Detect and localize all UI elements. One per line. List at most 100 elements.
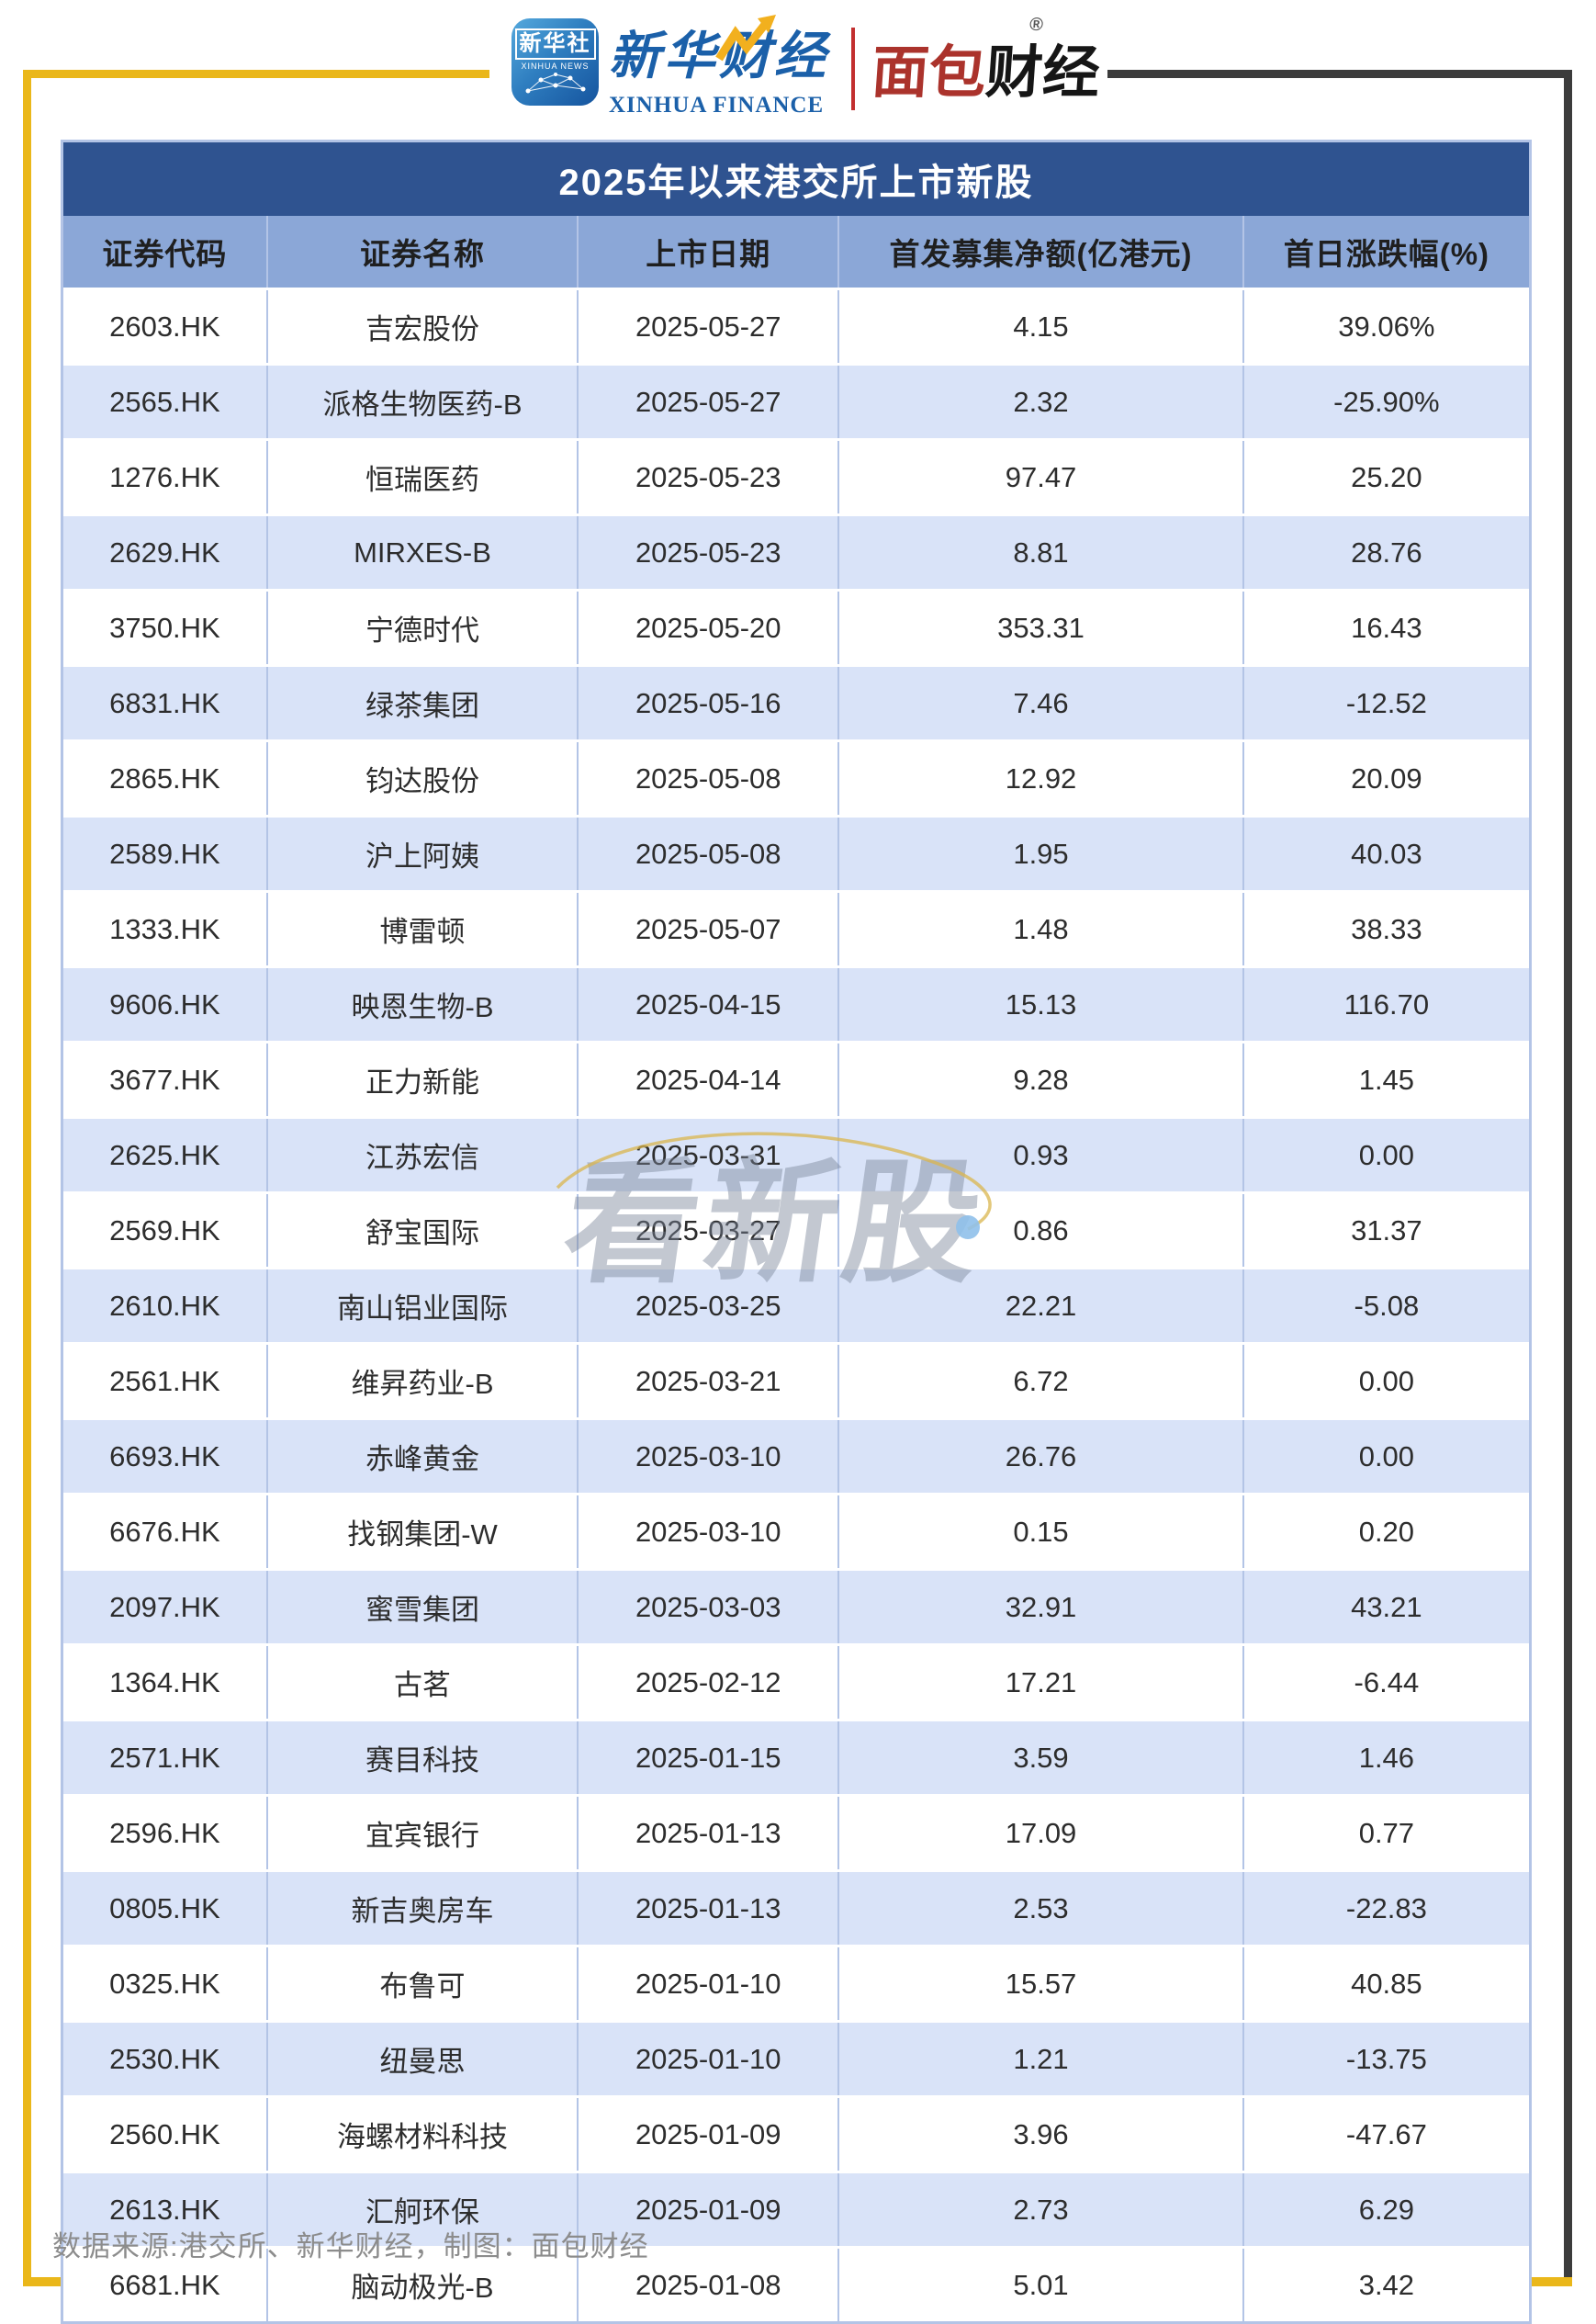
- table-cell: 6.29: [1242, 2171, 1529, 2248]
- table-cell: 映恩生物-B: [266, 965, 579, 1043]
- table-cell: 2025-05-08: [578, 739, 840, 817]
- table-cell: 0.20: [1242, 1493, 1529, 1570]
- table-cell: 2.73: [838, 2171, 1244, 2248]
- xinhua-finance-logo: 新华财经 XINHUA FINANCE: [609, 15, 848, 118]
- table-row: 1333.HK 博雷顿 2025-05-07 1.48 38.33: [63, 890, 1529, 967]
- column-header: 首发募集净额(亿港元): [838, 216, 1244, 289]
- table-cell: 1.45: [1242, 1041, 1529, 1118]
- table-cell: 江苏宏信: [266, 1116, 579, 1193]
- table-cell: 2025-02-12: [578, 1643, 840, 1720]
- table-cell: 赤峰黄金: [266, 1417, 579, 1495]
- table-cell: 布鲁可: [266, 1945, 579, 2022]
- table-cell: 钧达股份: [266, 739, 579, 817]
- xinhua-finance-en-label: XINHUA FINANCE: [609, 93, 825, 118]
- table-cell: 31.37: [1242, 1191, 1529, 1269]
- table-cell: 0.77: [1242, 1794, 1529, 1871]
- table-cell: 0.86: [838, 1191, 1244, 1269]
- table-row: 2561.HK 维昇药业-B 2025-03-21 6.72 0.00: [63, 1342, 1529, 1419]
- table-cell: 赛目科技: [266, 1719, 579, 1796]
- table-cell: 2.53: [838, 1869, 1244, 1946]
- table-cell: 20.09: [1242, 739, 1529, 817]
- table-row: 3750.HK 宁德时代 2025-05-20 353.31 16.43: [63, 589, 1529, 666]
- table-row: 2530.HK 纽曼思 2025-01-10 1.21 -13.75: [63, 2020, 1529, 2097]
- table-row: 2865.HK 钧达股份 2025-05-08 12.92 20.09: [63, 739, 1529, 817]
- table-cell: -5.08: [1242, 1267, 1529, 1344]
- table-row: 2569.HK 舒宝国际 2025-03-27 0.86 31.37: [63, 1191, 1529, 1269]
- table-cell: 博雷顿: [266, 890, 579, 967]
- table-cell: 2560.HK: [63, 2095, 268, 2172]
- table-cell: 28.76: [1242, 513, 1529, 591]
- table-cell: 2025-05-27: [578, 288, 840, 365]
- column-header: 上市日期: [578, 216, 840, 289]
- table-cell: 6681.HK: [63, 2246, 268, 2321]
- table-row: 2613.HK 汇舸环保 2025-01-09 2.73 6.29: [63, 2171, 1529, 2248]
- table-cell: 0.15: [838, 1493, 1244, 1570]
- table-cell: 17.21: [838, 1643, 1244, 1720]
- table-row: 0805.HK 新吉奥房车 2025-01-13 2.53 -22.83: [63, 1869, 1529, 1946]
- table-row: 2596.HK 宜宾银行 2025-01-13 17.09 0.77: [63, 1794, 1529, 1871]
- table-row: 1364.HK 古茗 2025-02-12 17.21 -6.44: [63, 1643, 1529, 1720]
- table-cell: 0325.HK: [63, 1945, 268, 2022]
- table-row: 6676.HK 找钢集团-W 2025-03-10 0.15 0.20: [63, 1493, 1529, 1570]
- table-cell: 2025-03-03: [578, 1568, 840, 1645]
- table-cell: 2025-05-16: [578, 664, 840, 741]
- table-cell: 2025-05-20: [578, 589, 840, 666]
- table-cell: 宜宾银行: [266, 1794, 579, 1871]
- table-cell: 2589.HK: [63, 815, 268, 892]
- table-cell: 116.70: [1242, 965, 1529, 1043]
- table-cell: 2565.HK: [63, 363, 268, 440]
- table-cell: 1.48: [838, 890, 1244, 967]
- table-cell: 派格生物医药-B: [266, 363, 579, 440]
- table-cell: 2.32: [838, 363, 1244, 440]
- table-cell: 3.96: [838, 2095, 1244, 2172]
- table-cell: 97.47: [838, 438, 1244, 515]
- table-cell: 15.57: [838, 1945, 1244, 2022]
- table-cell: 1333.HK: [63, 890, 268, 967]
- table-cell: 2025-01-15: [578, 1719, 840, 1796]
- table-cell: 2025-01-10: [578, 2020, 840, 2097]
- table-row: 2625.HK 江苏宏信 2025-03-31 0.93 0.00: [63, 1116, 1529, 1193]
- table-cell: 沪上阿姨: [266, 815, 579, 892]
- table-cell: 2629.HK: [63, 513, 268, 591]
- table-cell: 0805.HK: [63, 1869, 268, 1946]
- registered-mark: ®: [1028, 15, 1044, 35]
- table-cell: 6676.HK: [63, 1493, 268, 1570]
- table-cell: 2025-03-25: [578, 1267, 840, 1344]
- table-cell: 古茗: [266, 1643, 579, 1720]
- table-row: 2610.HK 南山铝业国际 2025-03-25 22.21 -5.08: [63, 1267, 1529, 1344]
- column-header: 证券代码: [63, 216, 268, 289]
- table-cell: 0.93: [838, 1116, 1244, 1193]
- table-title: 2025年以来港交所上市新股: [63, 142, 1529, 216]
- table-cell: 2025-04-14: [578, 1041, 840, 1118]
- table-row: 2565.HK 派格生物医药-B 2025-05-27 2.32 -25.90%: [63, 363, 1529, 440]
- xinhua-finance-cn-label: 新华财经: [609, 27, 829, 85]
- source-note: 数据来源:港交所、新华财经，制图：面包财经: [52, 2230, 649, 2262]
- xinhua-icon-en-label: XINHUA NEWS: [521, 61, 590, 71]
- table-cell: 2025-01-09: [578, 2171, 840, 2248]
- table-cell: 恒瑞医药: [266, 438, 579, 515]
- table-cell: 2025-01-13: [578, 1794, 840, 1871]
- table-row: 9606.HK 映恩生物-B 2025-04-15 15.13 116.70: [63, 965, 1529, 1043]
- table-cell: 2625.HK: [63, 1116, 268, 1193]
- table-cell: 0.00: [1242, 1342, 1529, 1419]
- table-cell: 0.00: [1242, 1417, 1529, 1495]
- table-cell: 2610.HK: [63, 1267, 268, 1344]
- table-row: 6681.HK 脑动极光-B 2025-01-08 5.01 3.42: [63, 2246, 1529, 2321]
- table-cell: 5.01: [838, 2246, 1244, 2321]
- table-cell: 39.06%: [1242, 288, 1529, 365]
- column-header: 证券名称: [266, 216, 579, 289]
- bread-finance-part2: 财经: [983, 41, 1102, 105]
- table-cell: 2025-01-10: [578, 1945, 840, 2022]
- table-cell: 2025-03-27: [578, 1191, 840, 1269]
- table-row: 2571.HK 赛目科技 2025-01-15 3.59 1.46: [63, 1719, 1529, 1796]
- table-cell: 2025-01-09: [578, 2095, 840, 2172]
- table-cell: 3.42: [1242, 2246, 1529, 2321]
- table-cell: 9.28: [838, 1041, 1244, 1118]
- table-cell: -6.44: [1242, 1643, 1529, 1720]
- table-cell: 2025-03-10: [578, 1417, 840, 1495]
- table-cell: 2569.HK: [63, 1191, 268, 1269]
- table-row: 2589.HK 沪上阿姨 2025-05-08 1.95 40.03: [63, 815, 1529, 892]
- table-cell: 1.21: [838, 2020, 1244, 2097]
- table-cell: 3677.HK: [63, 1041, 268, 1118]
- table-cell: 2025-05-27: [578, 363, 840, 440]
